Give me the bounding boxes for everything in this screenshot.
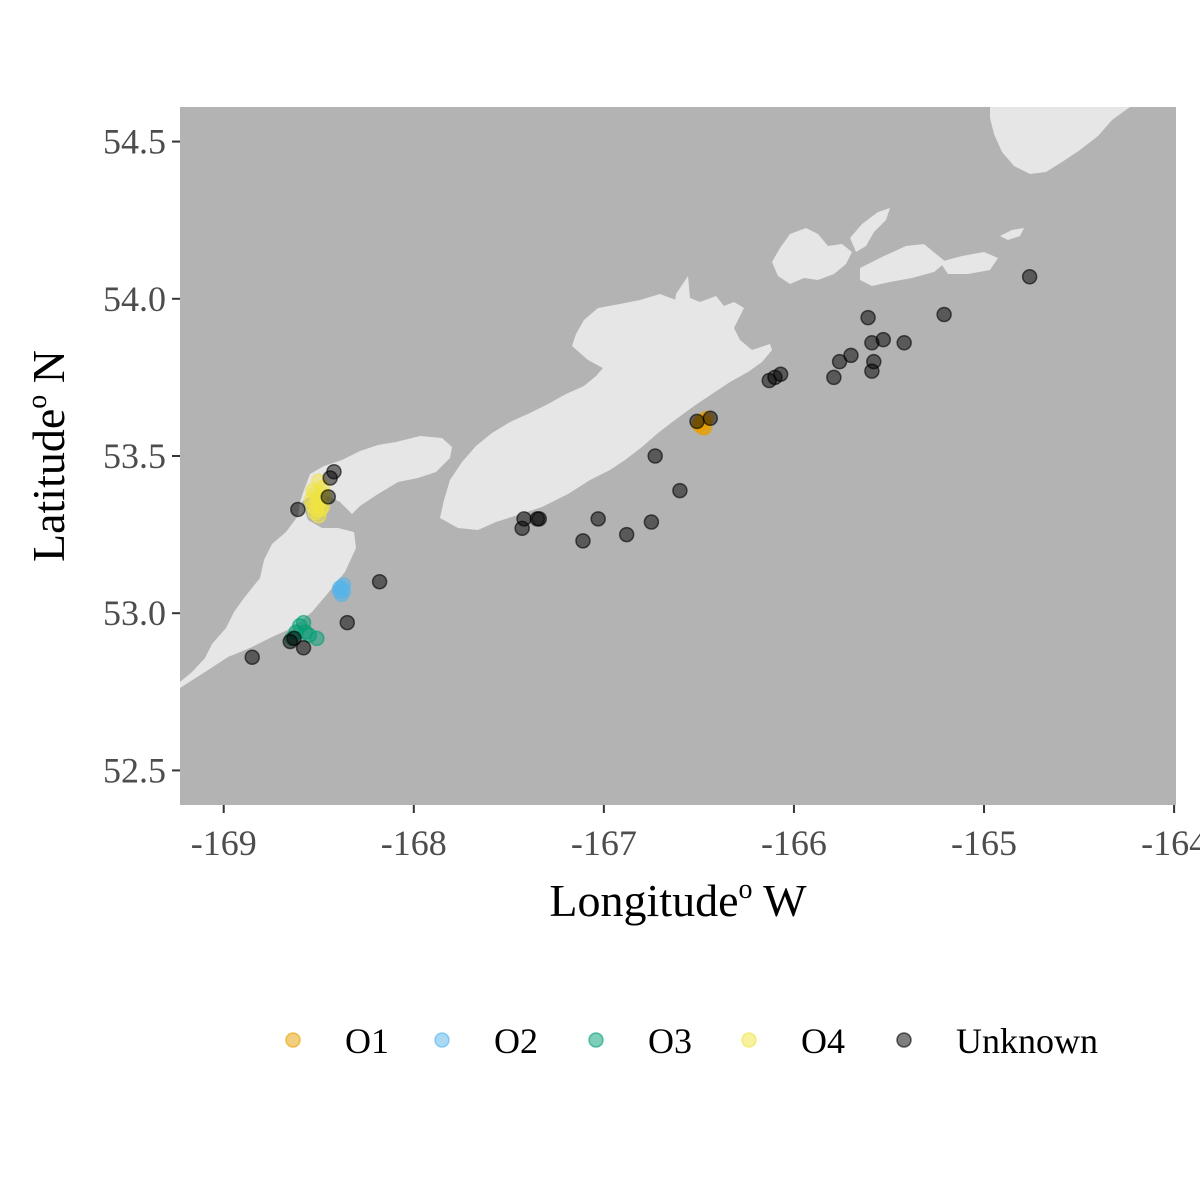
umnak-island <box>180 436 452 688</box>
x-axis: -169 -168 -167 -166 -165 -164 <box>191 805 1200 863</box>
x-axis-title-suffix: W <box>752 875 807 926</box>
point-unknown <box>339 614 356 631</box>
point-unknown <box>590 511 606 527</box>
legend: O1 O2 O3 O4 Unknown <box>285 1021 1098 1061</box>
series-unknown <box>244 269 1038 665</box>
legend-label-unknown: Unknown <box>956 1021 1098 1061</box>
point-unknown <box>1021 269 1038 285</box>
point-unknown <box>320 489 337 505</box>
y-tick-label: 54.5 <box>103 122 166 162</box>
point-unknown <box>689 413 705 430</box>
point-unknown <box>826 369 842 386</box>
akun-island <box>850 208 890 252</box>
point-unknown <box>326 463 342 480</box>
makushin-lobe <box>572 294 684 394</box>
point-unknown <box>772 366 789 383</box>
y-axis: 52.5 53.0 53.5 54.0 54.5 <box>103 122 180 790</box>
point-unknown <box>244 649 260 665</box>
legend-label-o4: O4 <box>801 1021 845 1061</box>
y-axis-title-suffix: N <box>23 350 74 395</box>
y-axis-title-sup: o <box>22 395 53 409</box>
y-tick-label: 53.5 <box>103 436 166 476</box>
legend-key-o1 <box>285 1032 301 1048</box>
point-unknown <box>672 482 688 499</box>
point-unknown <box>529 511 546 527</box>
x-axis-title-text: Longitude <box>549 875 738 926</box>
ocean-background <box>180 107 1176 805</box>
x-tick-label: -169 <box>191 823 257 863</box>
legend-label-o1: O1 <box>345 1021 389 1061</box>
legend-key-o4 <box>741 1032 757 1048</box>
point-unknown <box>643 514 660 530</box>
point-unknown <box>516 511 532 527</box>
unalaska-island <box>440 276 772 530</box>
avatanak-island <box>940 252 998 274</box>
unimak-island <box>990 107 1130 174</box>
point-unknown <box>864 363 880 379</box>
tigalda-island <box>860 244 946 286</box>
series-o2 <box>331 577 352 603</box>
land-masses <box>180 107 1130 688</box>
points-layer <box>244 269 1038 665</box>
legend-label-o2: O2 <box>494 1021 538 1061</box>
point-unknown <box>647 448 663 464</box>
point-unknown <box>295 640 312 656</box>
x-tick-label: -168 <box>381 823 447 863</box>
point-unknown <box>860 309 876 326</box>
point-unknown <box>896 335 912 351</box>
point-unknown <box>282 633 298 650</box>
x-axis-title-sup: o <box>738 874 752 905</box>
y-tick-label: 52.5 <box>103 750 166 790</box>
akutan-island <box>772 228 852 284</box>
legend-key-unknown <box>896 1032 912 1048</box>
legend-label-o3: O3 <box>648 1021 692 1061</box>
x-tick-label: -165 <box>951 823 1017 863</box>
y-axis-title: Latitudeo N <box>22 350 74 562</box>
legend-key-o2 <box>434 1032 450 1048</box>
point-o4 <box>305 482 321 499</box>
y-tick-label: 53.0 <box>103 593 166 633</box>
x-tick-label: -166 <box>761 823 827 863</box>
x-axis-title: Longitudeo W <box>549 874 807 926</box>
point-unknown <box>702 410 719 427</box>
point-unknown <box>290 501 306 518</box>
point-o2 <box>335 583 352 599</box>
x-tick-label: -164 <box>1141 823 1200 863</box>
y-axis-title-text: Latitude <box>23 409 74 562</box>
point-unknown <box>936 306 952 323</box>
point-unknown <box>371 574 388 590</box>
legend-key-o3 <box>588 1032 604 1048</box>
point-unknown <box>875 331 892 348</box>
point-unknown <box>843 347 859 364</box>
ugamak-island <box>1000 228 1024 240</box>
point-unknown <box>618 526 635 543</box>
y-tick-label: 54.0 <box>103 279 166 319</box>
point-unknown <box>575 533 591 549</box>
x-tick-label: -167 <box>571 823 637 863</box>
